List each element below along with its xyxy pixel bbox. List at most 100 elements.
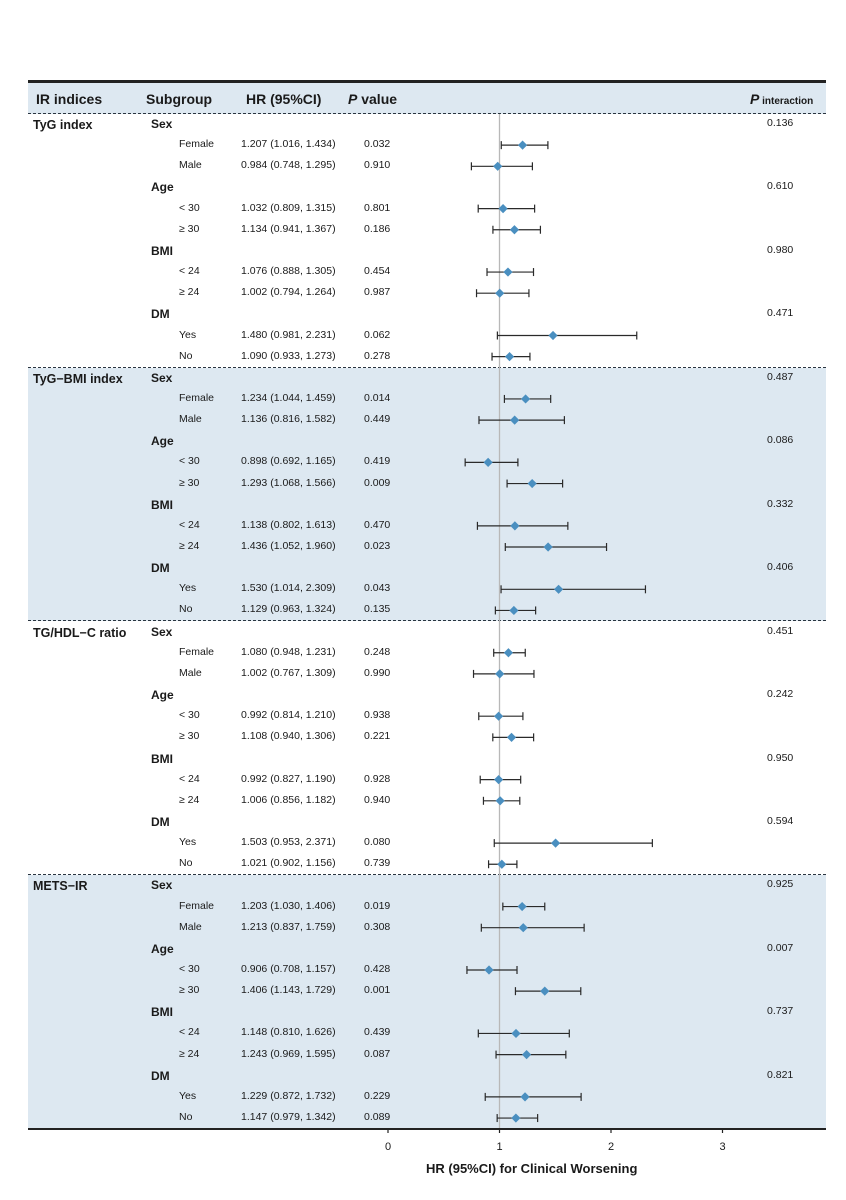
- header-divider: [28, 113, 826, 114]
- level-label: < 24: [179, 518, 200, 531]
- p-interaction-value: 0.136: [767, 117, 794, 129]
- hr-ci-text: 1.213 (0.837, 1.759): [241, 920, 336, 933]
- p-value: 0.278: [364, 349, 391, 362]
- header-ir-indices: IR indices: [36, 91, 103, 107]
- p-value: 0.221: [364, 730, 391, 743]
- hr-point-marker: [527, 478, 537, 489]
- level-label: ≥ 30: [179, 984, 200, 997]
- hr-point-marker: [543, 542, 553, 552]
- p-interaction-value: 0.980: [767, 243, 794, 256]
- subgroup-label: Sex: [151, 878, 173, 893]
- header-p-interaction: P interaction: [750, 92, 813, 107]
- group-label: TG/HDL−C ratio: [33, 625, 127, 640]
- x-tick-label: 3: [719, 1141, 726, 1153]
- level-label: Yes: [179, 328, 197, 341]
- p-value: 0.801: [364, 201, 391, 214]
- level-label: < 30: [179, 963, 200, 975]
- hr-point-marker: [517, 901, 527, 912]
- hr-ci-text: 1.203 (1.030, 1.406): [241, 899, 336, 912]
- hr-ci-text: 1.480 (0.981, 2.231): [241, 328, 336, 341]
- level-label: Male: [179, 666, 202, 679]
- p-value: 0.449: [364, 413, 391, 426]
- p-value: 0.739: [364, 857, 391, 870]
- hr-point-marker: [520, 1092, 530, 1102]
- subgroup-label: BMI: [151, 751, 173, 766]
- hr-point-marker: [518, 923, 528, 933]
- level-label: Yes: [179, 582, 197, 595]
- p-interaction-value: 0.242: [767, 688, 794, 701]
- hr-ci-text: 1.138 (0.802, 1.613): [241, 518, 336, 531]
- hr-point-marker: [483, 457, 493, 467]
- hr-point-marker: [504, 352, 515, 362]
- subgroup-label: DM: [151, 561, 170, 576]
- hr-point-marker: [495, 288, 505, 298]
- p-value: 0.940: [364, 793, 391, 806]
- p-value: 0.023: [364, 540, 391, 552]
- subgroup-label: Age: [151, 434, 174, 449]
- subgroup-label: Age: [151, 180, 174, 195]
- p-value: 0.428: [364, 963, 391, 975]
- level-label: No: [179, 1111, 193, 1124]
- header-pint-italic: P: [750, 91, 760, 107]
- p-value: 0.001: [364, 984, 391, 997]
- level-label: < 24: [179, 265, 200, 278]
- subgroup-label: DM: [151, 1068, 170, 1083]
- subgroup-label: DM: [151, 814, 170, 829]
- p-value: 0.910: [364, 159, 391, 172]
- p-value: 0.089: [364, 1111, 391, 1124]
- level-label: < 30: [179, 709, 200, 722]
- header-p-value: P value: [348, 92, 397, 106]
- level-label: < 24: [179, 1026, 200, 1039]
- p-value: 0.009: [364, 476, 391, 489]
- hr-ci-text: 0.906 (0.708, 1.157): [241, 963, 336, 975]
- p-value: 0.062: [364, 328, 391, 341]
- hr-point-marker: [506, 732, 517, 742]
- level-label: Yes: [179, 1089, 197, 1102]
- p-value: 0.186: [364, 222, 391, 235]
- hr-point-marker: [509, 605, 519, 616]
- level-label: Male: [179, 413, 202, 426]
- level-label: Female: [179, 138, 215, 151]
- subgroup-label: BMI: [151, 243, 173, 258]
- hr-point-marker: [511, 1028, 521, 1039]
- level-label: ≥ 24: [179, 540, 200, 552]
- level-label: No: [179, 857, 193, 870]
- hr-ci-text: 1.503 (0.953, 2.371): [241, 836, 336, 849]
- hr-ci-text: 1.032 (0.809, 1.315): [241, 201, 336, 214]
- p-value: 0.135: [364, 603, 391, 616]
- group-label: METS−IR: [33, 879, 88, 894]
- hr-point-marker: [520, 394, 531, 404]
- hr-ci-text: 1.207 (1.016, 1.434): [241, 138, 336, 151]
- group-label: TyG−BMI index: [33, 371, 123, 386]
- level-label: ≥ 24: [179, 793, 200, 806]
- hr-point-marker: [494, 711, 504, 721]
- level-label: < 24: [179, 772, 200, 785]
- p-value: 0.229: [364, 1089, 391, 1102]
- p-value: 0.987: [364, 286, 391, 299]
- hr-ci-text: 1.293 (1.068, 1.566): [241, 476, 336, 489]
- hr-point-marker: [503, 267, 513, 277]
- hr-ci-text: 1.229 (0.872, 1.732): [241, 1089, 336, 1102]
- hr-point-marker: [509, 225, 520, 235]
- hr-point-marker: [548, 330, 558, 341]
- p-interaction-value: 0.737: [767, 1005, 794, 1018]
- header-p-rest: value: [357, 91, 398, 107]
- hr-ci-text: 0.992 (0.814, 1.210): [241, 709, 336, 722]
- hr-point-marker: [497, 859, 507, 869]
- hr-ci-text: 1.136 (0.816, 1.582): [241, 413, 336, 426]
- p-interaction-value: 0.007: [767, 941, 794, 954]
- hr-ci-text: 0.992 (0.827, 1.190): [241, 772, 336, 785]
- p-interaction-value: 0.610: [767, 180, 794, 193]
- hr-point-marker: [553, 584, 564, 594]
- level-label: Male: [179, 159, 202, 172]
- header-hr: HR (95%CI): [246, 91, 322, 107]
- x-tick-label: 2: [608, 1141, 615, 1153]
- p-interaction-value: 0.821: [767, 1068, 794, 1081]
- subgroup-label: BMI: [151, 497, 173, 512]
- level-label: ≥ 30: [179, 730, 200, 743]
- bottom-axis-rule: [28, 1128, 826, 1130]
- hr-point-marker: [495, 796, 505, 806]
- group-divider-2: [28, 620, 826, 621]
- hr-ci-text: 1.080 (0.948, 1.231): [241, 645, 336, 658]
